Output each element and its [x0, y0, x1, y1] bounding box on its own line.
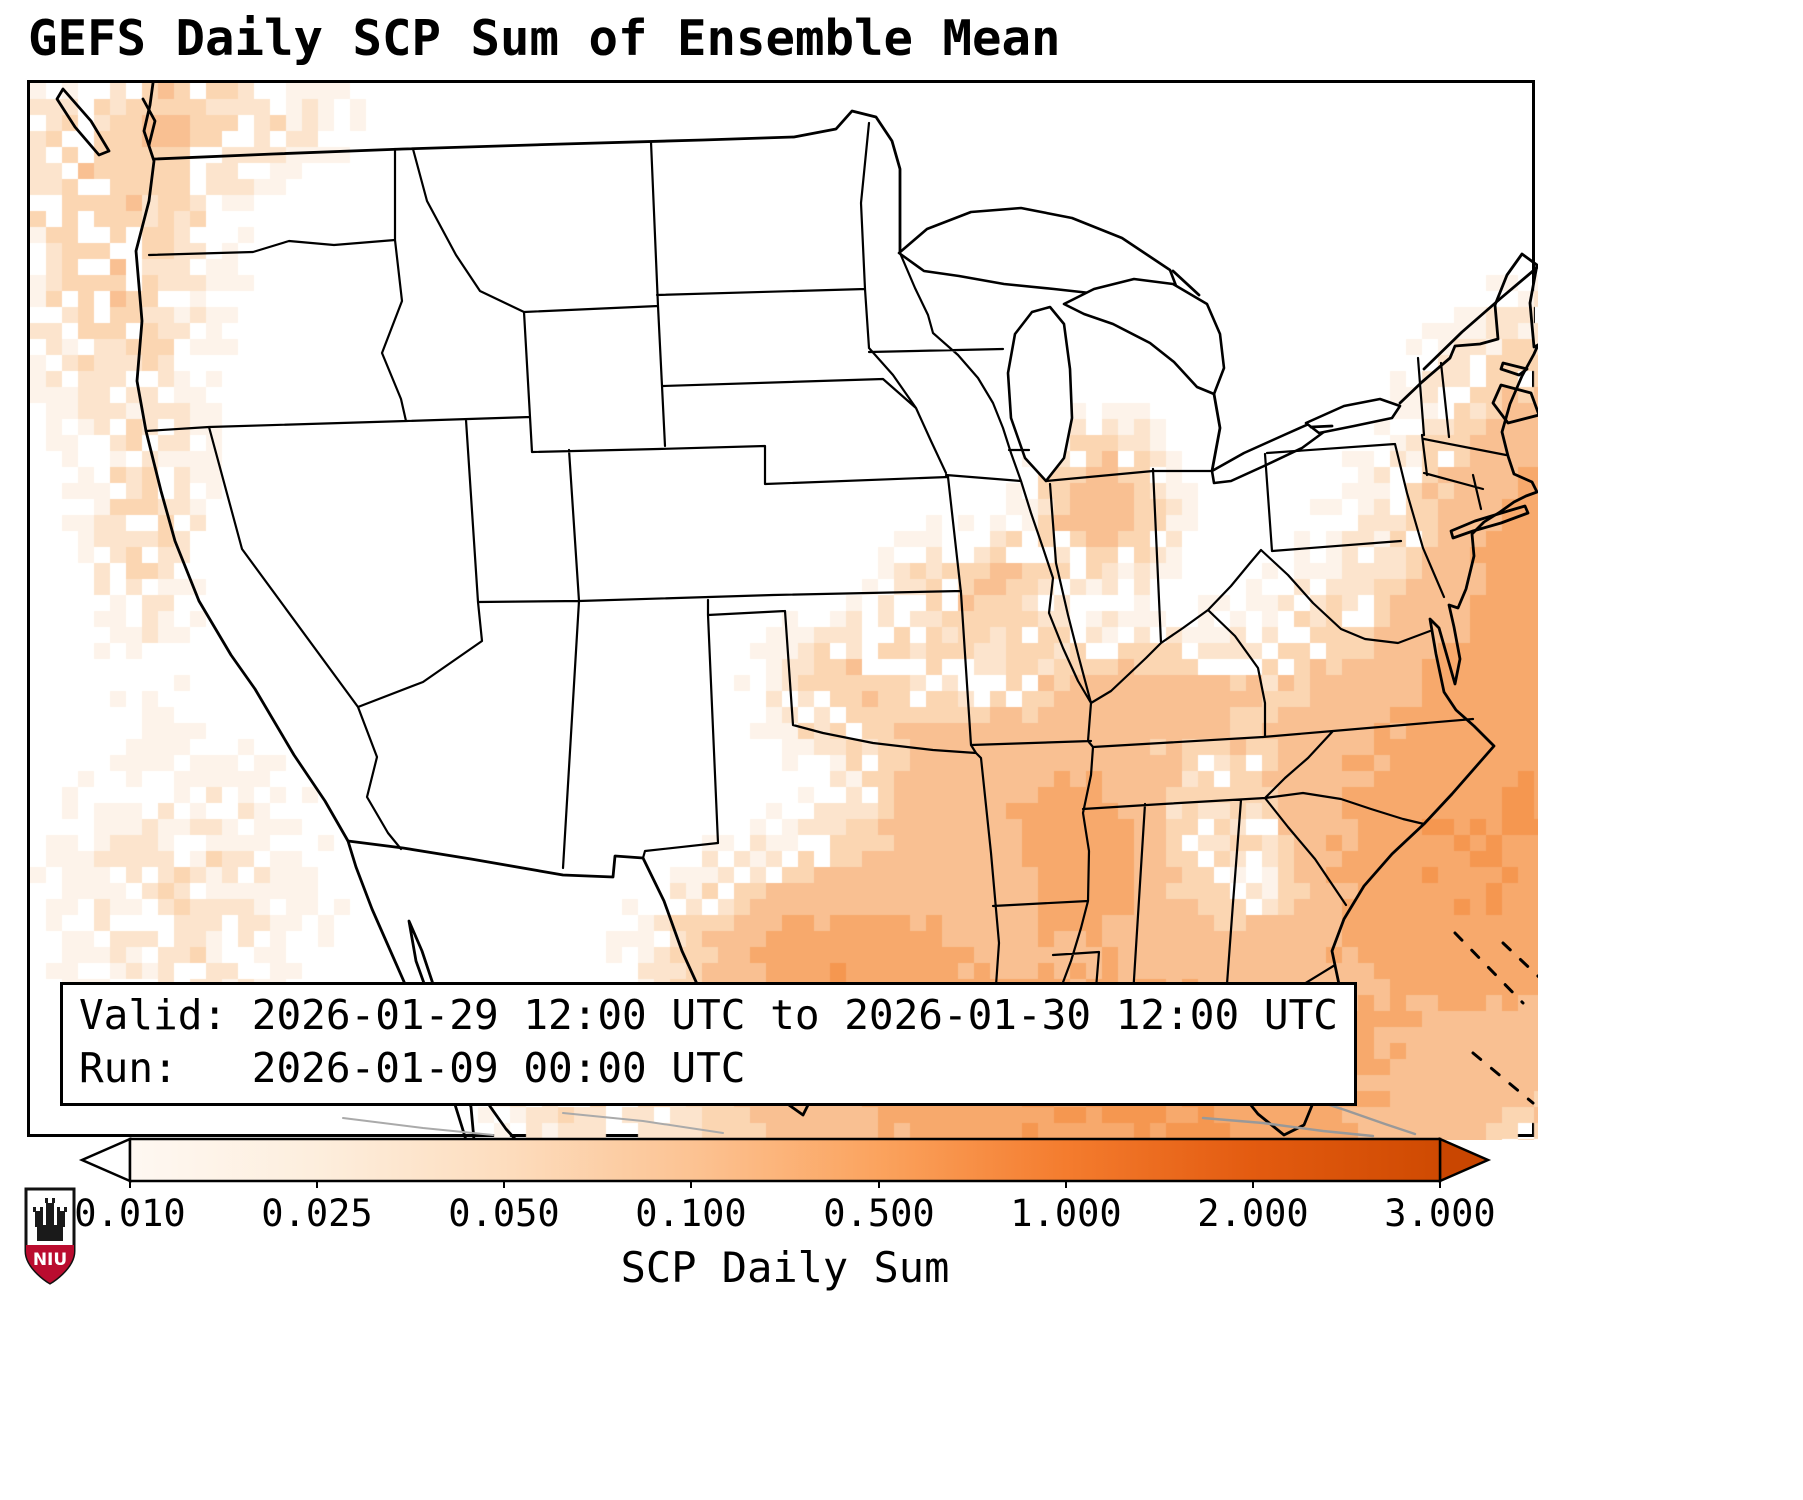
foreign-coastlines [342, 931, 1538, 1138]
state-border-lines [144, 121, 1508, 1050]
colorbar-left-arrow [78, 1137, 132, 1183]
run-time-text: Run: 2026-01-09 00:00 UTC [79, 1044, 746, 1092]
colorbar-tick-marks [129, 1181, 1441, 1188]
bc-coast-islands [55, 87, 157, 157]
colorbar-axis-label: SCP Daily Sum [620, 1243, 950, 1292]
colorbar-tick-label: 0.050 [448, 1192, 560, 1235]
prince-edward-island [1499, 361, 1529, 377]
lake-michigan [1006, 305, 1074, 483]
colorbar-gradient [128, 1137, 1442, 1183]
info-box: Valid: 2026-01-29 12:00 UTC to 2026-01-3… [60, 982, 1357, 1106]
colorbar-tick-label: 0.100 [635, 1192, 747, 1235]
colorbar-tick-label: 1.000 [1010, 1192, 1122, 1235]
page-title: GEFS Daily SCP Sum of Ensemble Mean [28, 10, 1061, 67]
st-lawrence-north-shore [1422, 264, 1538, 371]
niu-logo-text: NIU [33, 1250, 67, 1270]
map-svg [55, 83, 1538, 1140]
niu-logo: NIU [24, 1187, 76, 1285]
bahamas-dashes [1453, 931, 1538, 1105]
state-borders [144, 121, 1508, 1050]
colorbar-right-arrow [1438, 1137, 1492, 1183]
lake-connecting-rivers [1171, 269, 1334, 473]
lake-huron [1062, 277, 1226, 396]
long-island [1449, 504, 1530, 540]
colorbar-tick-label: 0.010 [74, 1192, 186, 1235]
colorbar-tick-label: 0.500 [823, 1192, 935, 1235]
colorbar [78, 1137, 1492, 1188]
canada-border [153, 109, 902, 253]
colorbar-tick-label: 0.025 [261, 1192, 373, 1235]
lake-ontario [1304, 397, 1402, 435]
colorbar-tick-label: 2.000 [1197, 1192, 1309, 1235]
colorbar-tick-label: 3.000 [1384, 1192, 1496, 1235]
valid-time-text: Valid: 2026-01-29 12:00 UTC to 2026-01-3… [79, 991, 1338, 1039]
great-lakes [897, 206, 1402, 485]
niu-red-band [26, 1245, 74, 1283]
lake-erie [1210, 417, 1334, 485]
nova-scotia-island [1491, 383, 1538, 425]
castle-icon [33, 1198, 67, 1241]
map-frame: Valid: 2026-01-29 12:00 UTC to 2026-01-3… [27, 80, 1538, 1140]
